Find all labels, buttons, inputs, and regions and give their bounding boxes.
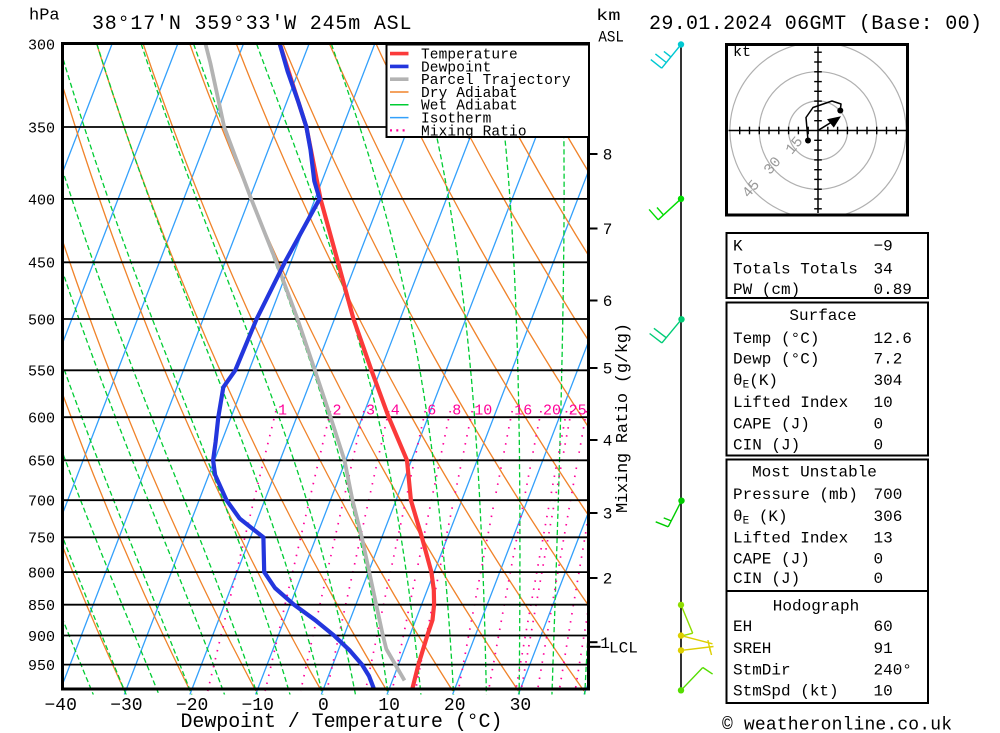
svg-text:PW (cm): PW (cm): [733, 281, 800, 299]
svg-text:LCL: LCL: [609, 640, 638, 658]
svg-text:10: 10: [874, 683, 893, 701]
svg-text:1: 1: [278, 402, 287, 419]
svg-text:0.89: 0.89: [874, 281, 912, 299]
svg-text:400: 400: [28, 192, 55, 209]
svg-text:950: 950: [28, 658, 55, 675]
svg-text:6: 6: [603, 293, 613, 311]
svg-text:10: 10: [474, 402, 492, 419]
svg-text:EH: EH: [733, 618, 752, 636]
svg-text:Wet Adiabat: Wet Adiabat: [421, 99, 518, 115]
svg-text:Lifted Index: Lifted Index: [733, 394, 848, 412]
svg-text:Surface: Surface: [789, 307, 856, 325]
svg-text:CAPE (J): CAPE (J): [733, 551, 810, 569]
svg-text:700: 700: [28, 494, 55, 511]
svg-text:1: 1: [600, 635, 610, 653]
svg-text:650: 650: [28, 454, 55, 471]
svg-text:θE (K): θE (K): [733, 508, 788, 528]
svg-text:0: 0: [874, 436, 884, 454]
svg-text:Temperature: Temperature: [421, 48, 518, 64]
svg-text:306: 306: [874, 508, 903, 526]
svg-text:kt: kt: [733, 44, 751, 61]
svg-text:450: 450: [28, 256, 55, 273]
svg-text:Hodograph: Hodograph: [773, 598, 859, 616]
svg-text:0: 0: [318, 696, 329, 716]
svg-text:8: 8: [452, 402, 461, 419]
svg-text:3: 3: [366, 402, 375, 419]
svg-text:SREH: SREH: [733, 640, 771, 658]
svg-text:−20: −20: [176, 696, 208, 716]
svg-text:16: 16: [514, 402, 532, 419]
svg-text:−30: −30: [110, 696, 142, 716]
svg-text:2: 2: [603, 571, 613, 589]
svg-text:7: 7: [603, 221, 613, 239]
svg-text:20: 20: [444, 696, 466, 716]
svg-text:CIN (J): CIN (J): [733, 570, 800, 588]
svg-text:Dry Adiabat: Dry Adiabat: [421, 86, 518, 102]
svg-text:Most Unstable: Most Unstable: [752, 464, 877, 482]
svg-text:StmSpd (kt): StmSpd (kt): [733, 683, 839, 701]
svg-text:Parcel Trajectory: Parcel Trajectory: [421, 73, 571, 89]
svg-text:−40: −40: [44, 696, 76, 716]
svg-text:3: 3: [603, 506, 613, 524]
svg-text:800: 800: [28, 566, 55, 583]
svg-text:K: K: [733, 238, 743, 256]
svg-text:CIN (J): CIN (J): [733, 436, 800, 454]
svg-text:300: 300: [28, 37, 55, 54]
svg-text:7.2: 7.2: [874, 351, 903, 369]
svg-text:60: 60: [874, 618, 893, 636]
svg-text:Mixing Ratio (g/kg): Mixing Ratio (g/kg): [614, 323, 633, 513]
svg-text:10: 10: [874, 394, 893, 412]
svg-text:Pressure (mb): Pressure (mb): [733, 486, 858, 504]
svg-text:CAPE (J): CAPE (J): [733, 415, 810, 433]
svg-text:0: 0: [874, 415, 884, 433]
svg-text:29.01.2024 06GMT (Base: 00): 29.01.2024 06GMT (Base: 00): [649, 13, 982, 36]
svg-text:20: 20: [543, 402, 561, 419]
svg-text:304: 304: [874, 372, 903, 390]
svg-text:240°: 240°: [874, 661, 912, 679]
svg-text:550: 550: [28, 364, 55, 381]
svg-text:Lifted Index: Lifted Index: [733, 529, 848, 547]
svg-text:Dewpoint: Dewpoint: [421, 60, 491, 76]
svg-text:4: 4: [603, 433, 613, 451]
svg-text:34: 34: [874, 260, 893, 278]
svg-text:4: 4: [391, 402, 400, 419]
svg-text:12.6: 12.6: [874, 330, 912, 348]
svg-text:8: 8: [603, 147, 613, 165]
svg-text:850: 850: [28, 598, 55, 615]
svg-text:Dewpoint / Temperature (°C): Dewpoint / Temperature (°C): [181, 711, 503, 733]
svg-text:StmDir: StmDir: [733, 661, 791, 679]
svg-text:Isotherm: Isotherm: [421, 112, 491, 128]
svg-text:5: 5: [603, 361, 613, 379]
svg-text:−9: −9: [874, 238, 893, 256]
svg-text:Totals Totals: Totals Totals: [733, 260, 858, 278]
svg-text:hPa: hPa: [29, 7, 60, 26]
svg-text:13: 13: [874, 529, 893, 547]
svg-text:600: 600: [28, 411, 55, 428]
svg-text:750: 750: [28, 531, 55, 548]
svg-text:2: 2: [333, 402, 342, 419]
svg-text:38°17'N 359°33'W 245m ASL: 38°17'N 359°33'W 245m ASL: [92, 13, 412, 36]
svg-text:700: 700: [874, 486, 903, 504]
svg-text:−10: −10: [241, 696, 273, 716]
svg-text:350: 350: [28, 120, 55, 137]
svg-text:0: 0: [874, 570, 884, 588]
svg-text:91: 91: [874, 640, 893, 658]
svg-text:30: 30: [510, 696, 532, 716]
svg-text:10: 10: [378, 696, 400, 716]
svg-text:km: km: [596, 7, 621, 25]
svg-text:25: 25: [569, 402, 587, 419]
svg-text:θE(K): θE(K): [733, 372, 778, 392]
svg-text:0: 0: [874, 551, 884, 569]
svg-text:ASL: ASL: [598, 29, 624, 47]
svg-text:6: 6: [427, 402, 436, 419]
svg-text:500: 500: [28, 312, 55, 329]
svg-text:900: 900: [28, 629, 55, 646]
svg-text:Temp (°C): Temp (°C): [733, 330, 819, 348]
svg-text:© weatheronline.co.uk: © weatheronline.co.uk: [722, 716, 952, 733]
svg-text:Mixing Ratio: Mixing Ratio: [421, 124, 527, 140]
svg-text:Dewp (°C): Dewp (°C): [733, 351, 819, 369]
